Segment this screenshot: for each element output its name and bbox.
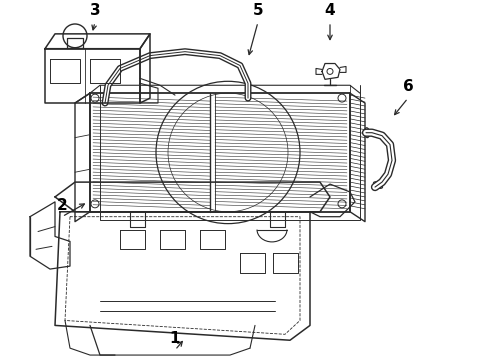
Text: 4: 4 [325,3,335,18]
Text: 5: 5 [253,3,263,18]
Text: 2: 2 [57,198,68,213]
Text: 3: 3 [90,3,100,18]
Text: 1: 1 [170,331,180,346]
Text: 6: 6 [403,79,414,94]
